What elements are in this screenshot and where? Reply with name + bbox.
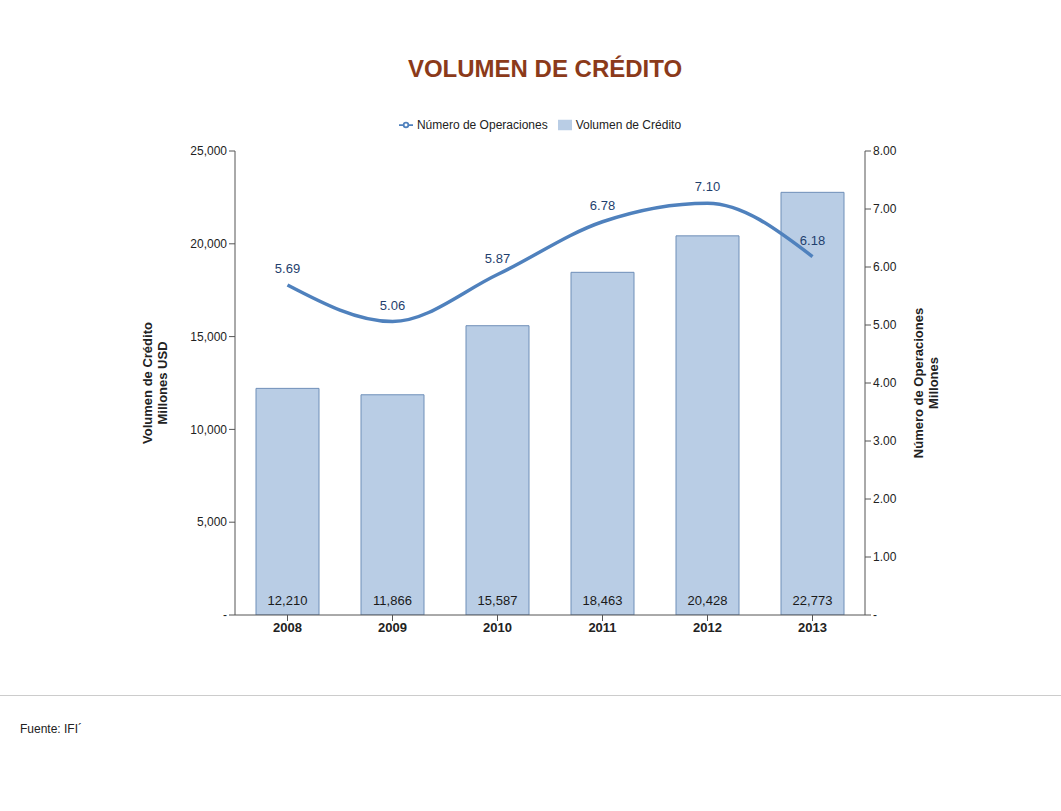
svg-text:1.00: 1.00 [873,550,897,564]
svg-text:6.18: 6.18 [800,233,825,248]
svg-text:7.00: 7.00 [873,202,897,216]
svg-text:11,866: 11,866 [373,593,412,608]
svg-text:25,000: 25,000 [190,144,227,158]
svg-text:15,000: 15,000 [190,330,227,344]
svg-text:5.87: 5.87 [485,251,510,266]
svg-text:7.10: 7.10 [695,179,720,194]
svg-text:Número de OperacionesMillones: Número de OperacionesMillones [911,308,941,458]
svg-text:Volumen de CréditoMillones USD: Volumen de CréditoMillones USD [140,322,170,444]
svg-text:20,000: 20,000 [190,237,227,251]
svg-text:4.00: 4.00 [873,376,897,390]
svg-text:2008: 2008 [273,620,302,635]
svg-text:2010: 2010 [483,620,512,635]
svg-text:8.00: 8.00 [873,144,897,158]
html-text:VOLUMEN DE CRÉDITO: VOLUMEN DE CRÉDITO [407,55,683,82]
svg-text:5.06: 5.06 [380,298,405,313]
svg-text:-: - [873,608,877,622]
svg-text:6.78: 6.78 [590,198,615,213]
svg-text:2011: 2011 [588,620,616,635]
svg-text:5.69: 5.69 [275,261,300,276]
svg-text:6.00: 6.00 [873,260,897,274]
svg-text:2.00: 2.00 [873,492,897,506]
html-text:Volumen de Crédito: Volumen de Crédito [575,118,682,132]
svg-text:2013: 2013 [798,620,827,635]
html-text:Número de Operaciones: Número de Operaciones [416,118,548,132]
svg-text:22,773: 22,773 [793,593,833,608]
svg-text:5.00: 5.00 [873,318,897,332]
svg-text:-: - [223,608,227,622]
svg-text:12,210: 12,210 [268,593,308,608]
svg-text:5,000: 5,000 [197,515,227,529]
svg-text:3.00: 3.00 [873,434,897,448]
svg-text:2009: 2009 [378,620,407,635]
html-text:Fuente: IFI´: Fuente: IFI´ [20,722,82,736]
svg-text:15,587: 15,587 [478,593,518,608]
svg-text:18,463: 18,463 [583,593,623,608]
svg-text:20,428: 20,428 [688,593,728,608]
svg-text:2012: 2012 [693,620,722,635]
svg-text:10,000: 10,000 [190,423,227,437]
